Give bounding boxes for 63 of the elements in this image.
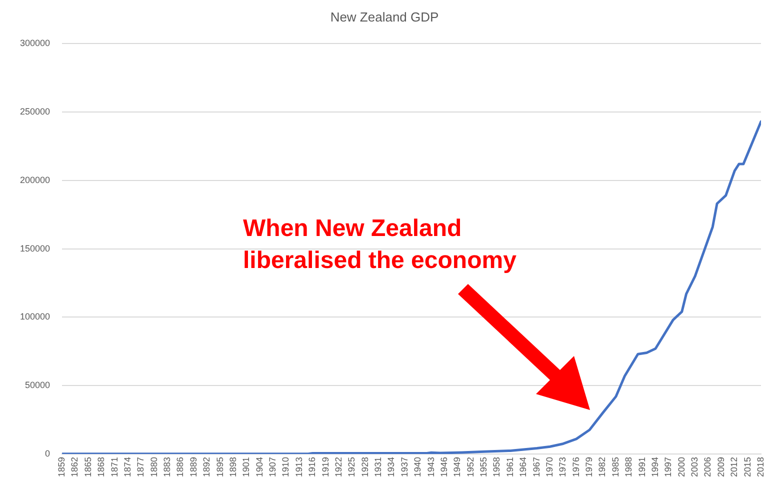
chart-title: New Zealand GDP [330,9,439,24]
x-tick-label: 1925 [346,456,357,478]
x-tick-label: 1952 [465,456,476,478]
x-tick-label: 1949 [452,456,462,478]
x-tick-label: 1892 [202,456,212,478]
x-tick-label: 1904 [254,456,264,478]
x-tick-label: 1979 [584,456,594,478]
x-tick-label: 1943 [426,456,436,478]
x-tick-label: 1970 [544,456,554,478]
x-tick-label: 1928 [360,456,370,478]
x-tick-label: 1877 [136,456,146,478]
x-tick-label: 1964 [518,456,528,478]
x-tick-label: 2006 [702,456,713,478]
x-tick-label: 1955 [478,456,489,478]
x-tick-label: 1916 [307,456,318,478]
x-tick-label: 1886 [175,456,186,478]
y-tick-label: 200000 [20,174,50,185]
x-tick-label: 1961 [504,456,515,478]
x-tick-label: 1919 [320,456,330,478]
y-tick-label: 300000 [20,38,50,48]
x-tick-label: 1895 [214,456,225,478]
x-tick-label: 1985 [610,456,620,478]
y-tick-label: 150000 [20,243,50,254]
y-tick-label: 100000 [20,312,50,322]
x-tick-label: 2012 [729,456,740,478]
x-tick-label: 1940 [412,456,423,478]
x-tick-label: 2003 [690,456,700,478]
x-tick-label: 2018 [755,456,766,478]
x-tick-label: 1931 [373,456,384,478]
y-tick-label: 250000 [20,106,50,116]
x-tick-label: 1898 [228,456,238,478]
x-tick-label: 2009 [716,456,726,478]
x-tick-label: 1922 [333,456,344,478]
x-tick-label: 1982 [597,456,608,478]
x-tick-label: 1934 [386,456,396,478]
annotation: When New Zealand liberalised the economy [243,214,516,276]
x-tick-label: 1913 [294,456,304,478]
x-tick-label: 1871 [109,456,120,478]
x-tick-label: 1910 [280,456,291,478]
x-tick-label: 1991 [636,456,647,478]
x-tick-label: 1973 [558,456,568,478]
x-tick-label: 1988 [624,456,634,478]
x-tick-label: 1880 [148,456,159,478]
x-tick-label: 2015 [742,456,752,478]
x-tick-label: 1883 [162,456,172,478]
x-tick-label: 1859 [56,456,67,478]
x-tick-label: 1937 [399,456,410,478]
x-tick-label: 1874 [122,456,132,478]
y-tick-label: 50000 [25,380,50,390]
x-tick-label: 1946 [438,456,449,478]
x-tick-label: 1868 [96,456,106,478]
x-tick-label: 1967 [531,456,542,478]
x-tick-label: 1958 [492,456,502,478]
x-tick-label: 1997 [663,456,674,478]
x-tick-label: 1994 [650,456,660,478]
y-tick-label: 0 [45,448,50,458]
x-tick-label: 1865 [82,456,93,478]
x-tick-label: 1901 [241,456,252,478]
x-tick-label: 2000 [676,456,686,478]
x-tick-label: 1862 [70,456,80,478]
x-tick-label: 1889 [188,456,198,478]
x-tick-label: 1907 [268,456,278,478]
x-tick-label: 1976 [570,456,581,478]
